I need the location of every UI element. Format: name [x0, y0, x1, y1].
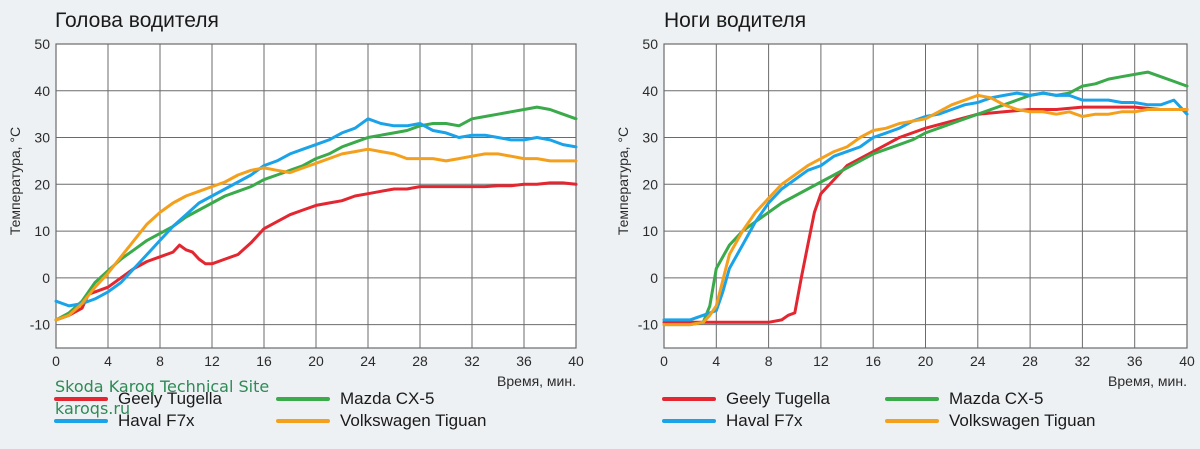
plot-border — [55, 43, 577, 349]
x-tick-label: 16 — [256, 353, 272, 369]
y-tick-label: 40 — [34, 83, 50, 99]
x-tick-label: 8 — [765, 353, 773, 369]
x-tick-label: 36 — [516, 353, 532, 369]
x-tick-label: 16 — [865, 353, 881, 369]
y-tick-label: 50 — [642, 36, 658, 52]
x-tick-label: 40 — [568, 353, 584, 369]
y-tick-label: -10 — [638, 317, 658, 333]
series-line-geely — [54, 181, 578, 322]
series-line-vw — [54, 147, 578, 322]
x-tick-label: 0 — [52, 353, 60, 369]
x-tick-label: 4 — [712, 353, 720, 369]
legend-item-geely: Geely Tugella — [662, 389, 830, 408]
y-tick-label: 10 — [642, 223, 658, 239]
series-line-vw — [662, 93, 1189, 327]
watermark-site-name: Skoda Karoq Technical Site — [55, 377, 270, 396]
y-tick-label: 30 — [642, 130, 658, 146]
legend-label-vw: Volkswagen Tiguan — [949, 411, 1096, 430]
legend-label-vw: Volkswagen Tiguan — [340, 411, 487, 430]
y-tick-label: 50 — [34, 36, 50, 52]
x-tick-label: 24 — [970, 353, 986, 369]
legend-item-haval: Haval F7x — [54, 411, 195, 430]
x-tick-label: 20 — [918, 353, 934, 369]
x-tick-label: 0 — [660, 353, 668, 369]
y-tick-label: 40 — [642, 83, 658, 99]
legend-item-vw: Volkswagen Tiguan — [276, 411, 487, 430]
y-tick-label: 20 — [34, 176, 50, 192]
legend-label-mazda: Mazda CX-5 — [949, 389, 1043, 408]
x-tick-label: 40 — [1179, 353, 1195, 369]
x-axis-label: Время, мин. — [1108, 373, 1187, 389]
x-tick-label: 36 — [1127, 353, 1143, 369]
x-tick-label: 24 — [360, 353, 376, 369]
legend-label-mazda: Mazda CX-5 — [340, 389, 434, 408]
watermark-url: karoqs.ru — [55, 399, 131, 418]
y-axis-label: Температура, °С — [615, 127, 631, 235]
series-line-haval — [54, 117, 578, 308]
plot-border — [663, 43, 1188, 349]
series-line-geely — [662, 105, 1189, 324]
x-tick-label: 4 — [104, 353, 112, 369]
y-axis-label: Температура, °С — [7, 127, 23, 235]
x-tick-label: 12 — [204, 353, 220, 369]
y-tick-label: -10 — [30, 317, 50, 333]
x-tick-label: 32 — [1075, 353, 1091, 369]
y-tick-label: 0 — [42, 270, 50, 286]
x-tick-label: 32 — [464, 353, 480, 369]
y-tick-label: 0 — [650, 270, 658, 286]
legend-item-haval: Haval F7x — [662, 411, 803, 430]
legend-item-mazda: Mazda CX-5 — [885, 389, 1043, 408]
legend-label-geely: Geely Tugella — [726, 389, 830, 408]
legend-label-geely: Geely Tugella — [118, 389, 222, 408]
x-tick-label: 8 — [156, 353, 164, 369]
legend-item-mazda: Mazda CX-5 — [276, 389, 434, 408]
series-line-mazda — [54, 105, 578, 322]
y-tick-label: 30 — [34, 130, 50, 146]
chart-head: 0 4 8 12 16 20 24 28 32 36 40 -10 0 10 20 30 40 50 Голова … — [7, 9, 584, 430]
x-tick-label: 12 — [813, 353, 829, 369]
x-tick-label: 28 — [412, 353, 428, 369]
y-tick-label: 10 — [34, 223, 50, 239]
x-tick-label: 28 — [1022, 353, 1038, 369]
legend-item-geely: Geely Tugella — [54, 389, 222, 408]
legend-item-vw: Volkswagen Tiguan — [885, 411, 1096, 430]
legend-label-haval: Haval F7x — [118, 411, 195, 430]
chart-legs: 0 4 8 12 16 20 24 28 32 36 40 -10 0 10 20 30 40 50 Ноги во… — [615, 9, 1195, 430]
legend-label-haval: Haval F7x — [726, 411, 803, 430]
x-tick-label: 20 — [308, 353, 324, 369]
chart-title: Ноги водителя — [664, 9, 806, 32]
y-tick-label: 20 — [642, 176, 658, 192]
chart-title: Голова водителя — [55, 9, 219, 32]
watermark: Skoda Karoq Technical Site karoqs.ru — [55, 376, 269, 420]
x-axis-label: Время, мин. — [497, 373, 576, 389]
